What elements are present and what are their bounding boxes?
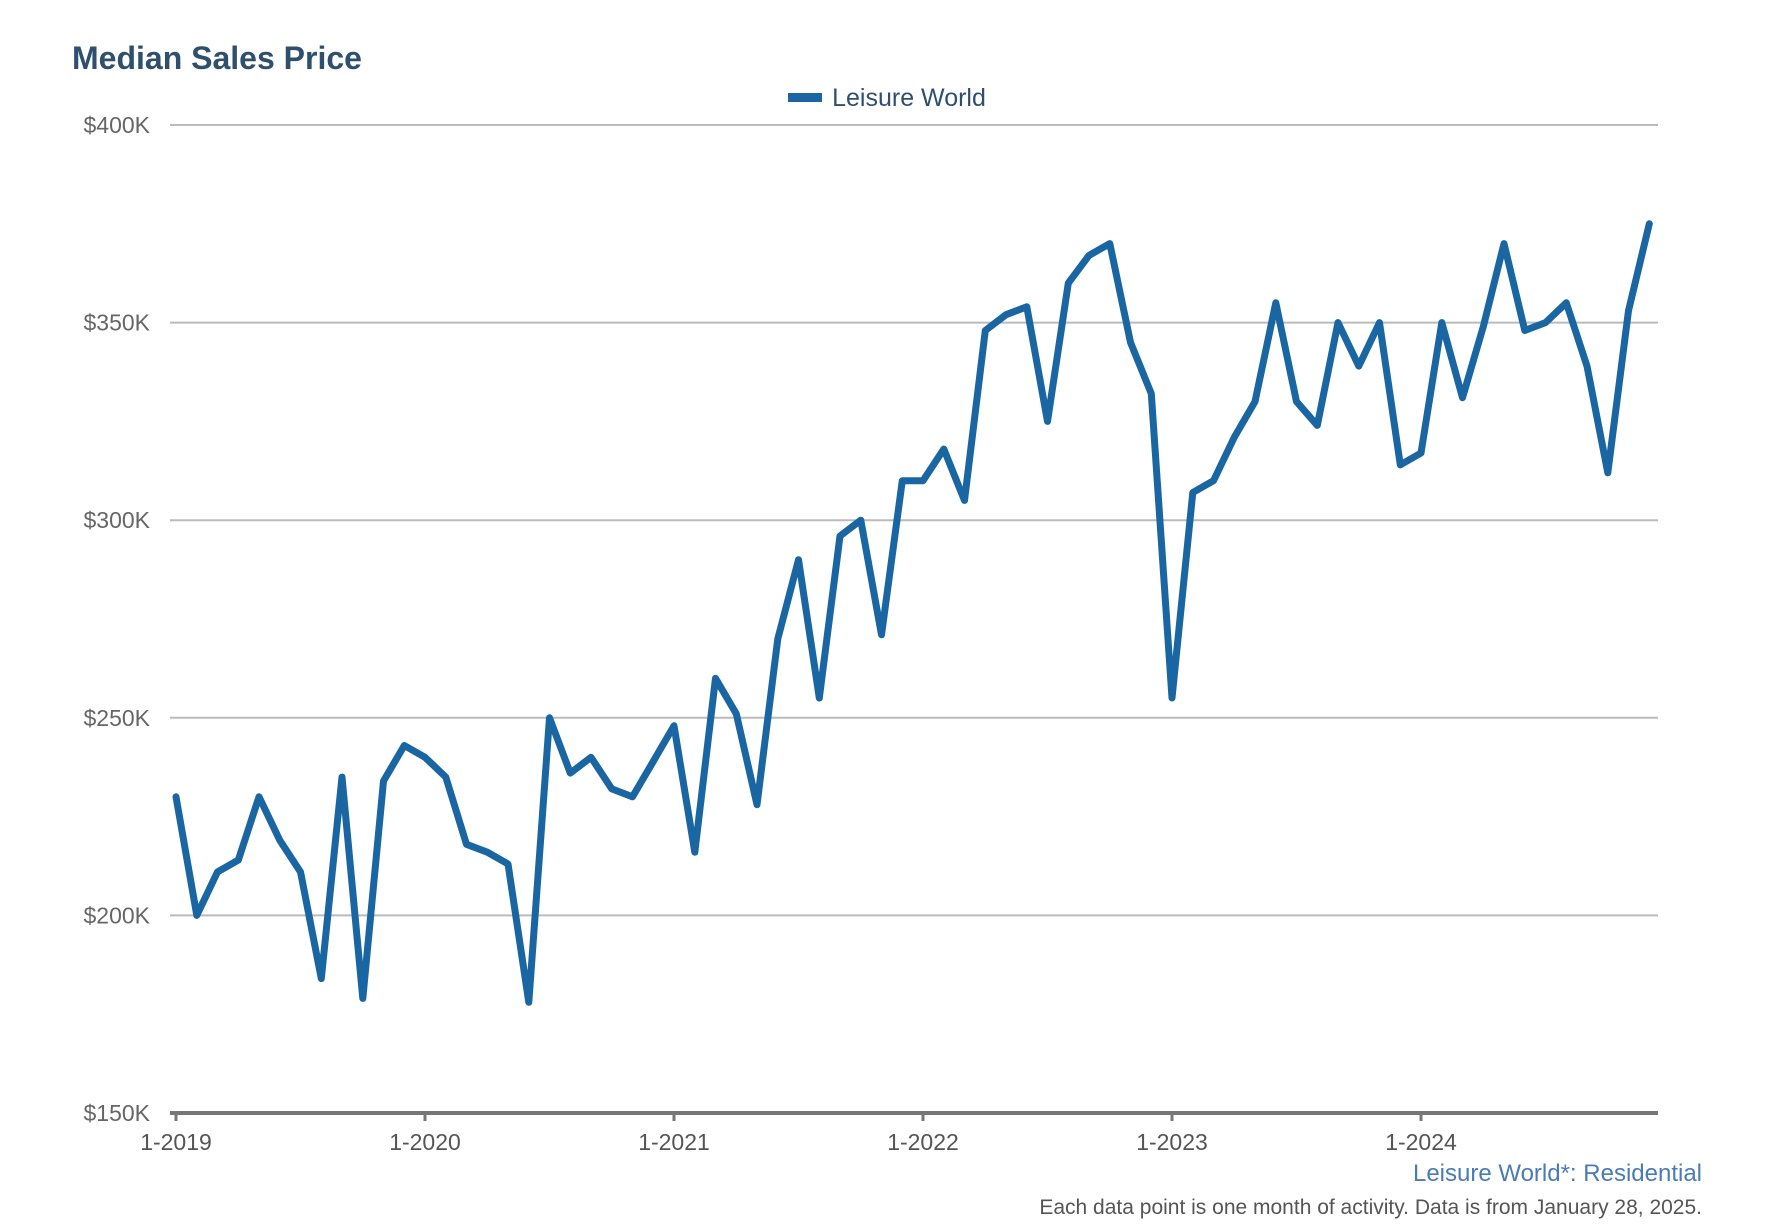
data-point (507, 863, 509, 865)
gridlines (170, 124, 1658, 917)
data-point (528, 1001, 530, 1003)
x-tick-label: 1-2019 (140, 1129, 212, 1155)
data-point (279, 839, 281, 841)
data-point (1275, 302, 1277, 304)
data-point (611, 788, 613, 790)
legend-swatch (788, 92, 823, 102)
data-point (1565, 302, 1567, 304)
data-point (1192, 492, 1194, 494)
data-point (445, 776, 447, 778)
data-point (383, 780, 384, 782)
data-point (839, 535, 841, 537)
y-tick-label: $350K (83, 310, 150, 336)
data-point (943, 448, 945, 450)
data-point (486, 851, 488, 853)
data-point (569, 772, 571, 774)
data-point (1462, 397, 1463, 399)
data-point (175, 796, 177, 798)
data-point (1005, 314, 1007, 316)
x-tick-label: 1-2023 (1136, 1129, 1208, 1155)
data-point (881, 634, 882, 636)
data-point (341, 776, 343, 778)
data-point (1503, 243, 1505, 245)
data-point (1441, 322, 1443, 324)
data-point (1130, 341, 1131, 343)
data-point (798, 559, 799, 561)
data-point (1088, 254, 1090, 256)
data-point (1482, 326, 1484, 328)
data-point (652, 760, 654, 762)
data-point (424, 756, 426, 758)
y-tick-label: $200K (83, 902, 150, 928)
data-point (258, 796, 260, 798)
data-point (1337, 322, 1339, 324)
data-point (300, 871, 301, 873)
data-point (1399, 464, 1401, 466)
y-tick-label: $400K (83, 112, 150, 138)
data-point (320, 978, 322, 980)
data-point (466, 843, 467, 845)
data-point (403, 744, 405, 746)
data-point (1358, 365, 1360, 367)
source-label: Leisure World*: Residential (1412, 1160, 1702, 1187)
data-point (964, 499, 965, 501)
data-point (217, 871, 218, 873)
data-point (1254, 401, 1256, 403)
data-point (818, 697, 820, 699)
data-point (735, 713, 737, 715)
legend: Leisure World (0, 84, 1774, 113)
data-point (1213, 480, 1214, 482)
x-tick-label: 1-2022 (887, 1129, 959, 1155)
data-point (362, 997, 364, 999)
data-point (1026, 306, 1028, 308)
data-point (1150, 393, 1152, 395)
footnote: Each data point is one month of activity… (1039, 1196, 1702, 1219)
data-point (590, 756, 592, 758)
x-axis: 1-2019 1-2020 1-2021 1-2022 1-2023 1-2024 (140, 1111, 1658, 1155)
y-axis-ticks: $150K $200K $250K $300K $350K $400K (83, 112, 150, 1126)
data-point (1233, 436, 1235, 438)
data-point (1524, 330, 1526, 332)
data-point (922, 480, 924, 482)
x-tick-label: 1-2020 (389, 1129, 461, 1155)
data-point (673, 725, 675, 727)
series-layer (172, 220, 1653, 1006)
data-point (901, 480, 903, 482)
data-point (1171, 697, 1173, 699)
data-point (1316, 424, 1318, 426)
legend-label: Leisure World (832, 84, 986, 112)
data-point (715, 677, 716, 679)
data-point (1379, 322, 1380, 324)
data-point (984, 330, 986, 332)
series-line-leisure-world (172, 220, 1653, 1006)
data-point (1109, 243, 1111, 245)
data-point (632, 796, 633, 798)
data-point (1586, 365, 1588, 367)
data-point (1607, 472, 1609, 474)
data-point (237, 859, 239, 861)
data-point (860, 519, 862, 521)
data-point (196, 914, 198, 916)
y-tick-label: $250K (83, 705, 150, 731)
data-point (1047, 420, 1048, 422)
y-tick-label: $300K (83, 507, 150, 533)
data-point (1296, 401, 1297, 403)
data-point (694, 851, 696, 853)
x-tick-label: 1-2021 (638, 1129, 710, 1155)
data-point (777, 638, 779, 640)
data-point (549, 717, 550, 719)
data-point (756, 804, 758, 806)
data-point (1420, 452, 1422, 454)
data-point (1545, 322, 1546, 324)
data-point (1628, 310, 1629, 312)
x-tick-label: 1-2024 (1385, 1129, 1457, 1155)
chart-title: Median Sales Price (72, 40, 362, 76)
data-point (1067, 282, 1069, 284)
data-point (1648, 223, 1650, 225)
y-tick-label: $150K (83, 1100, 150, 1126)
